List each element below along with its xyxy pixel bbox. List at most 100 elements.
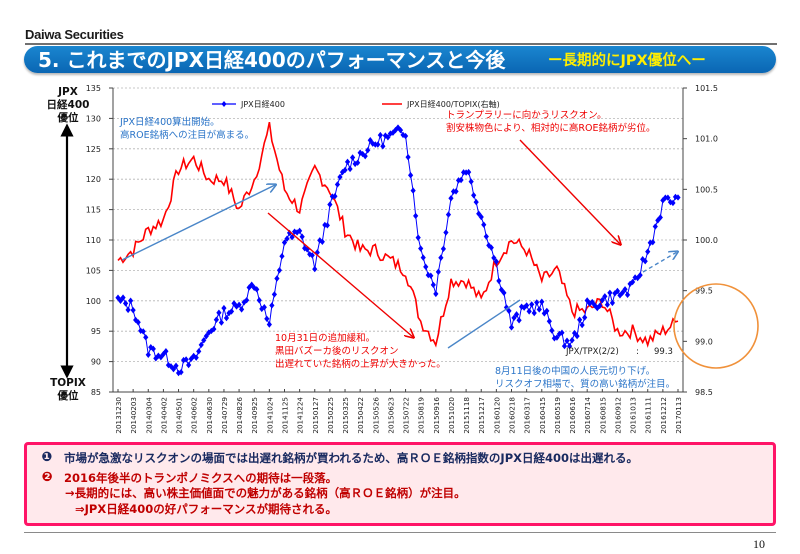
jpx400-point bbox=[216, 309, 222, 316]
x-tick-label: 20150526 bbox=[371, 397, 380, 434]
jpx400-point bbox=[140, 328, 146, 335]
summary-box bbox=[24, 442, 776, 526]
x-tick-label: 20150623 bbox=[386, 397, 395, 434]
jpx400-point bbox=[579, 321, 585, 329]
left-tick-label: 85 bbox=[91, 388, 101, 397]
jpx400-point bbox=[468, 178, 474, 185]
jpx400-point bbox=[196, 348, 202, 355]
jpx400-point bbox=[362, 152, 368, 160]
x-tick-label: 20160519 bbox=[553, 397, 562, 434]
jpx400-point bbox=[607, 289, 613, 296]
jpx400-point bbox=[201, 337, 207, 344]
left-tick-label: 120 bbox=[86, 175, 101, 184]
x-tick-label: 20160616 bbox=[568, 397, 577, 434]
x-tick-label: 20161111 bbox=[644, 397, 653, 434]
jpx400-point bbox=[619, 289, 626, 296]
jpx400-point bbox=[433, 290, 439, 298]
jpx400-point bbox=[529, 301, 535, 308]
jpx400-point bbox=[524, 302, 530, 309]
jpx400-point bbox=[488, 244, 494, 251]
jpx400-point bbox=[281, 239, 288, 246]
jpx-advantage-label: JPX 日経400 優位 bbox=[45, 86, 91, 125]
jpx400-point bbox=[342, 166, 348, 174]
jpx400-point bbox=[491, 254, 497, 262]
jpx400-point bbox=[385, 134, 391, 141]
x-tick-label: 20161013 bbox=[629, 397, 638, 434]
x-tick-label: 20141024 bbox=[265, 397, 274, 434]
jpx400-point bbox=[125, 306, 131, 314]
jpx400-point bbox=[415, 234, 421, 241]
jpx400-point bbox=[334, 181, 341, 188]
note-number-1: ❶ bbox=[41, 450, 53, 465]
right-axis-ticks: 98.5 99.0 99.5 100.0 100.5 101.0 101.5 bbox=[683, 84, 718, 397]
x-tick-label: 20140925 bbox=[250, 397, 259, 434]
x-tick-label: 20160415 bbox=[538, 397, 547, 434]
jpx400-point bbox=[266, 321, 272, 328]
jpx400-point bbox=[622, 286, 628, 293]
annotation-china: 8月11日後の中国の人民元切り下げ。 リスクオフ相場で、質の高い銘柄が注目。 bbox=[495, 365, 675, 390]
note-text: 市場が急激なリスクオンの場面では出遅れ銘柄が買われるため、高ＲＯＥ銘柄指数のJP… bbox=[64, 451, 638, 465]
jpx400-point bbox=[145, 351, 151, 358]
x-tick-label: 20160815 bbox=[598, 397, 607, 434]
x-tick-label: 20151217 bbox=[477, 397, 486, 434]
jpx400-point bbox=[609, 299, 616, 307]
jpx400-point bbox=[405, 153, 411, 161]
brand-logo: Daiwa Securities bbox=[25, 27, 124, 42]
jpx400-point bbox=[289, 234, 295, 241]
jpx400-point bbox=[501, 289, 507, 297]
jpx400-point bbox=[566, 342, 573, 350]
jpx400-point bbox=[440, 245, 447, 253]
jpx400-point bbox=[294, 229, 300, 236]
x-tick-label: 20140826 bbox=[235, 397, 244, 434]
jpx400-point bbox=[213, 316, 219, 323]
ratio-readout-label: JPX/TPX(2/2) bbox=[565, 347, 619, 357]
jpx400-point bbox=[307, 251, 313, 258]
jpx400-point bbox=[324, 222, 330, 229]
jpx400-point bbox=[614, 287, 621, 295]
x-tick-label: 20150722 bbox=[402, 397, 411, 434]
legend-jpx400-marker bbox=[221, 101, 227, 107]
trend-arrow-2017 bbox=[642, 252, 677, 273]
summary-note-2-line-3: ⇒JPX日経400の好パフォーマンスが期待される。 bbox=[75, 502, 337, 516]
jpx400-point bbox=[506, 307, 512, 315]
note-number-2: ❷ bbox=[41, 470, 53, 485]
footer-divider bbox=[24, 532, 776, 533]
x-tick-label: 20150916 bbox=[432, 397, 441, 434]
x-tick-label: 20151118 bbox=[462, 397, 471, 434]
jpx400-point bbox=[642, 258, 648, 265]
jpx400-point bbox=[261, 304, 267, 311]
jpx400-point bbox=[660, 197, 666, 204]
jpx400-point bbox=[539, 298, 545, 305]
jpx400-point bbox=[478, 213, 484, 221]
x-tick-label: 20140729 bbox=[220, 397, 229, 434]
jpx400-point bbox=[602, 293, 608, 300]
jpx400-point bbox=[211, 325, 217, 333]
jpx400-point bbox=[355, 159, 361, 166]
jpx400-point bbox=[569, 337, 575, 344]
jpx400-point bbox=[546, 318, 552, 325]
x-tick-label: 20150225 bbox=[326, 397, 335, 434]
jpx400-point bbox=[463, 169, 469, 176]
annotation-line: 8月11日後の中国の人民元切り下げ。 bbox=[495, 365, 655, 377]
jpx400-point bbox=[657, 214, 663, 221]
jpx400-point bbox=[526, 308, 532, 315]
jpx400-series bbox=[115, 124, 681, 377]
side-label-line: 日経400 bbox=[46, 99, 90, 111]
jpx400-point bbox=[279, 253, 285, 260]
jpx400-point bbox=[519, 303, 525, 310]
jpx400-point bbox=[521, 304, 527, 311]
annotation-line: リスクオフ相場で、質の高い銘柄が注目。 bbox=[495, 378, 675, 390]
jpx400-point bbox=[375, 141, 381, 148]
jpx400-point bbox=[349, 154, 356, 161]
x-tick-label: 20160317 bbox=[523, 397, 532, 434]
jpx400-point bbox=[239, 306, 245, 313]
jpx400-point bbox=[604, 301, 610, 308]
jpx400-point bbox=[264, 315, 270, 322]
x-tick-label: 20140203 bbox=[129, 397, 138, 434]
jpx400-point bbox=[496, 277, 502, 285]
x-tick-label: 20151020 bbox=[447, 397, 456, 434]
trend-arrow-trump bbox=[519, 139, 620, 244]
jpx400-point bbox=[410, 187, 416, 194]
jpx400-point bbox=[304, 246, 310, 253]
jpx400-point bbox=[244, 296, 250, 304]
